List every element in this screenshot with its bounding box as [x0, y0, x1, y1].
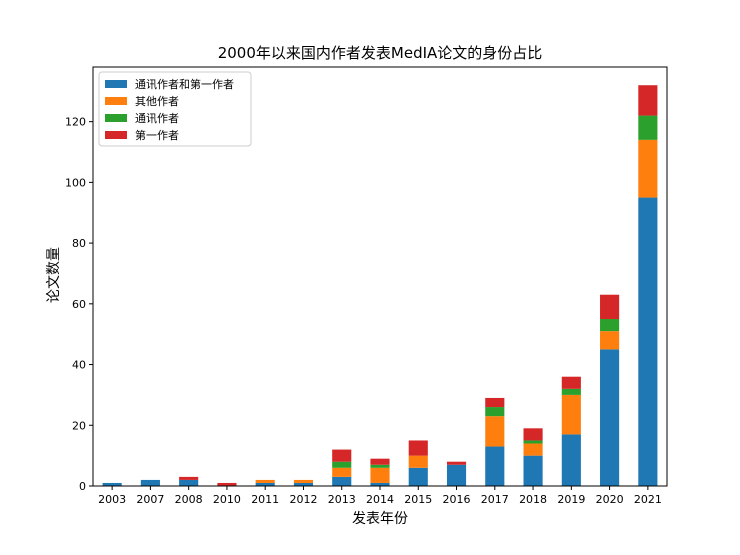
bar-2014-series-2	[370, 464, 390, 468]
x-tick-label: 2008	[175, 493, 203, 506]
bar-2015-series-0	[408, 467, 428, 486]
bar-2015-series-1	[408, 455, 428, 468]
x-tick-label: 2012	[289, 493, 317, 506]
bar-2013-series-1	[332, 467, 352, 477]
bar-2016-series-0	[446, 464, 467, 486]
y-tick-label: 80	[72, 237, 86, 250]
bar-2021-series-0	[638, 197, 658, 486]
bar-2019-series-2	[561, 388, 581, 395]
bar-2013-series-2	[332, 461, 352, 468]
bar-2017-series-2	[485, 407, 505, 417]
bar-2020-series-3	[600, 294, 620, 320]
bar-2018-series-2	[523, 440, 543, 444]
bar-2010-series-3	[217, 482, 237, 486]
y-tick-label: 60	[72, 298, 86, 311]
x-tick-label: 2018	[519, 493, 547, 506]
x-tick-label: 2017	[481, 493, 509, 506]
y-tick-label: 100	[65, 176, 86, 189]
legend-label: 其他作者	[135, 95, 179, 108]
x-tick-label: 2011	[251, 493, 279, 506]
bar-2015-series-3	[408, 440, 428, 456]
bar-2007-series-0	[140, 479, 160, 486]
legend-swatch	[105, 114, 127, 122]
x-tick-label: 2003	[98, 493, 126, 506]
bar-2017-series-0	[485, 446, 505, 486]
bars-group	[102, 85, 658, 486]
bar-2017-series-1	[485, 416, 505, 447]
bar-2018-series-0	[523, 455, 543, 486]
x-tick-label: 2014	[366, 493, 394, 506]
y-tick-label: 120	[65, 116, 86, 129]
bar-2020-series-0	[600, 349, 620, 486]
y-tick-label: 20	[72, 419, 86, 432]
bar-2020-series-1	[600, 331, 620, 350]
bar-2013-series-3	[332, 449, 352, 462]
bar-2012-series-0	[293, 482, 314, 486]
legend-label: 通讯作者和第一作者	[135, 77, 234, 91]
bar-2014-series-0	[370, 482, 390, 486]
bar-2018-series-1	[523, 443, 543, 456]
bar-2018-series-3	[523, 428, 543, 441]
axes-group: 2003 2007 2008 2010 2011 2012 2013 2014 2015 2016…	[65, 66, 668, 506]
bar-2008-series-3	[179, 476, 199, 480]
bar-2003-series-0	[102, 482, 122, 486]
x-tick-label: 2016	[443, 493, 471, 506]
bar-2021-series-1	[638, 139, 658, 198]
y-axis-label: 论文数量	[46, 247, 62, 303]
bar-2011-series-1	[255, 479, 275, 483]
chart-title: 2000年以来国内作者发表MedIA论文的身份占比	[218, 44, 543, 62]
bar-2020-series-2	[600, 319, 620, 332]
bar-2008-series-0	[179, 479, 199, 486]
bar-2021-series-2	[638, 115, 658, 140]
x-tick-label: 2021	[634, 493, 662, 506]
bar-2016-series-3	[446, 461, 467, 465]
x-tick-label: 2010	[213, 493, 241, 506]
bar-2021-series-3	[638, 85, 658, 116]
legend-swatch	[105, 80, 127, 88]
bar-2011-series-0	[255, 482, 275, 486]
bar-2017-series-3	[485, 397, 505, 408]
legend-label: 通讯作者	[135, 112, 179, 125]
bar-2012-series-1	[293, 479, 314, 483]
bar-2019-series-3	[561, 376, 581, 389]
x-tick-label: 2013	[328, 493, 356, 506]
legend-box	[98, 71, 252, 147]
bar-2013-series-0	[332, 476, 352, 486]
bar-2019-series-1	[561, 394, 581, 435]
legend-label: 第一作者	[135, 128, 179, 142]
y-tick-label: 40	[72, 359, 86, 372]
legend-swatch	[105, 131, 127, 139]
x-tick-label: 2007	[136, 493, 164, 506]
legend-swatch	[105, 97, 127, 105]
x-tick-label: 2020	[596, 493, 624, 506]
y-tick-label: 0	[79, 480, 86, 493]
bar-2014-series-3	[370, 458, 390, 465]
bar-2019-series-0	[561, 434, 581, 486]
x-axis-label: 发表年份	[352, 511, 408, 527]
x-tick-label: 2019	[557, 493, 585, 506]
x-tick-label: 2015	[404, 493, 432, 506]
bar-2014-series-1	[370, 467, 390, 483]
